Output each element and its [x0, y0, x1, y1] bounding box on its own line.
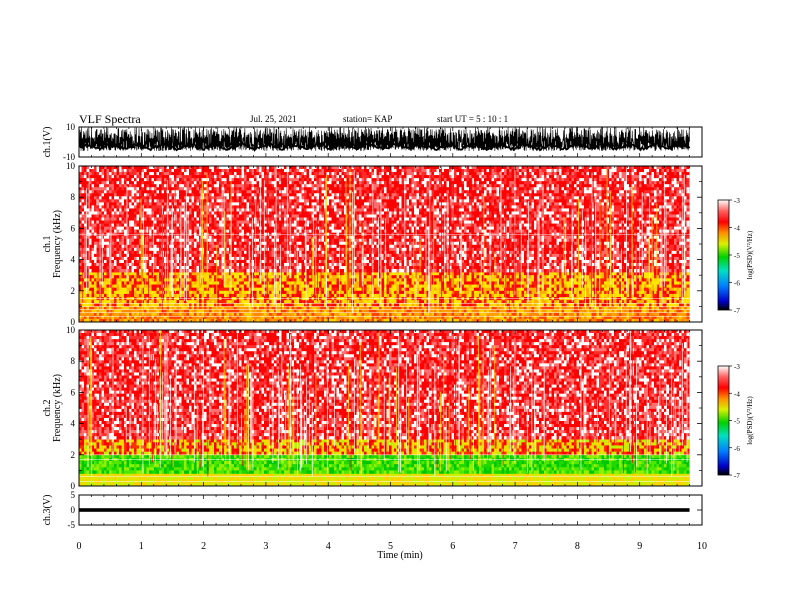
ylabel2-ch1-spectrogram: Frequency (kHz)	[52, 210, 63, 278]
colorbar-tick-ch1-2: -5	[734, 252, 740, 260]
ytick-label-ch1-spectrogram-5: 10	[66, 161, 76, 171]
ytick-label-ch2-spectrogram-2: 4	[71, 419, 76, 429]
colorbar-tick-ch2-2: -5	[734, 418, 740, 426]
ylabel2-ch2-spectrogram: Frequency (kHz)	[52, 374, 63, 442]
colorbar-tick-ch1-1: -4	[734, 225, 740, 233]
figure-title: VLF Spectra	[79, 112, 141, 127]
colorbar-tick-ch2-3: -6	[734, 445, 740, 453]
xtick-label-8: 8	[575, 541, 580, 552]
ylabel-ch3-waveform: ch.3(V)	[42, 495, 53, 526]
ytick-label-ch1-spectrogram-1: 2	[71, 286, 76, 296]
ch3-signal-band	[79, 508, 690, 512]
ytick-label-ch2-spectrogram-0: 0	[71, 481, 76, 491]
ytick-label-ch1-waveform-1: -10	[63, 152, 75, 162]
ch3-waveform-series	[79, 508, 690, 512]
header-date: Jul. 25, 2021	[250, 114, 297, 124]
xtick-label-7: 7	[513, 541, 518, 552]
xtick-label-10: 10	[697, 541, 707, 552]
ch1-waveform-series	[79, 127, 691, 152]
xtick-label-9: 9	[637, 541, 642, 552]
xtick-label-4: 4	[326, 541, 331, 552]
colorbar-tick-ch2-1: -4	[734, 390, 740, 398]
ylabel-ch1-waveform: ch.1(V)	[42, 127, 53, 158]
ylabel-ch2-spectrogram: ch.2	[42, 400, 53, 417]
colorbar-ch2	[717, 365, 730, 476]
colorbar-tick-ch2-4: -7	[734, 472, 740, 480]
ytick-label-ch1-spectrogram-3: 6	[71, 223, 76, 233]
xtick-label-2: 2	[201, 541, 206, 552]
colorbar-tick-ch2-0: -3	[734, 363, 740, 371]
ytick-label-ch2-spectrogram-4: 8	[71, 356, 76, 366]
ylabel-ch1-spectrogram: ch.1	[42, 236, 53, 253]
ytick-label-ch3-waveform-2: -5	[68, 520, 76, 530]
xtick-label-3: 3	[263, 541, 268, 552]
xtick-label-1: 1	[139, 541, 144, 552]
ytick-label-ch3-waveform-1: 0	[71, 505, 76, 515]
ytick-label-ch2-spectrogram-5: 10	[66, 325, 76, 335]
colorbar-label-ch1: log(PSD)(V²/Hz)	[746, 230, 754, 279]
header-start-time: start UT = 5 : 10 : 1	[437, 114, 508, 124]
colorbar-tick-ch1-3: -6	[734, 280, 740, 288]
xtick-label-0: 0	[77, 541, 82, 552]
colorbar-tick-ch1-0: -3	[734, 197, 740, 205]
xaxis-title: Time (min)	[377, 550, 422, 561]
spectrogram-ch1	[79, 166, 690, 322]
colorbar-ch1	[717, 199, 730, 311]
colorbar-label-ch2: log(PSD)(V²/Hz)	[746, 396, 754, 445]
xtick-label-6: 6	[450, 541, 455, 552]
header-station: station= KAP	[343, 114, 392, 124]
ytick-label-ch1-waveform-0: 10	[66, 122, 76, 132]
ytick-label-ch1-spectrogram-4: 8	[71, 192, 76, 202]
ytick-label-ch3-waveform-0: 5	[71, 490, 76, 500]
colorbar-tick-ch1-4: -7	[734, 307, 740, 315]
spectrogram-ch2	[79, 330, 690, 486]
ytick-label-ch1-spectrogram-2: 4	[71, 255, 76, 265]
ytick-label-ch2-spectrogram-3: 6	[71, 387, 76, 397]
xtick-label-5: 5	[388, 541, 393, 552]
ytick-label-ch1-spectrogram-0: 0	[71, 317, 76, 327]
ytick-label-ch2-spectrogram-1: 2	[71, 450, 76, 460]
